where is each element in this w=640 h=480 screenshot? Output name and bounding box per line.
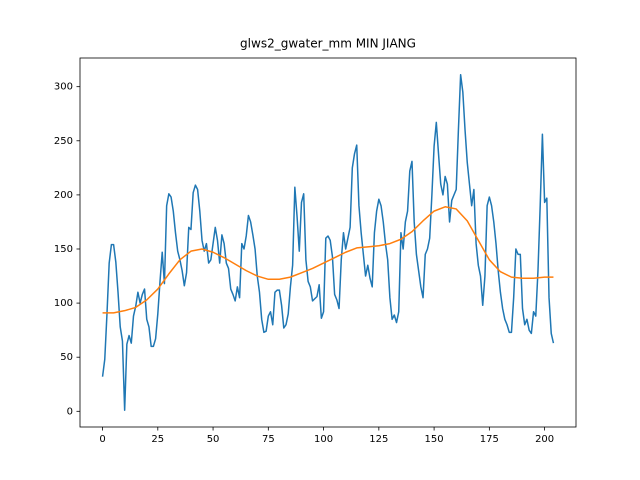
y-tick-label: 200 bbox=[54, 190, 73, 201]
x-tick-label: 25 bbox=[151, 434, 164, 445]
y-tick-label: 0 bbox=[67, 406, 73, 417]
x-tick-label: 200 bbox=[535, 434, 554, 445]
y-tick-label: 150 bbox=[54, 244, 73, 255]
x-tick-label: 50 bbox=[207, 434, 220, 445]
x-tick-label: 125 bbox=[369, 434, 388, 445]
data-line bbox=[102, 206, 554, 314]
y-tick-label: 50 bbox=[60, 352, 73, 363]
x-tick-label: 175 bbox=[480, 434, 499, 445]
y-tick-label: 250 bbox=[54, 136, 73, 147]
y-tick-label: 300 bbox=[54, 82, 73, 93]
x-tick-label: 75 bbox=[262, 434, 275, 445]
x-tick-label: 100 bbox=[314, 434, 333, 445]
x-tick-label: 0 bbox=[99, 434, 105, 445]
chart-title: glws2_gwater_mm MIN JIANG bbox=[240, 37, 416, 51]
data-line bbox=[101, 74, 555, 411]
x-tick-label: 150 bbox=[425, 434, 444, 445]
y-tick-label: 100 bbox=[54, 298, 73, 309]
plot-frame bbox=[79, 57, 577, 428]
